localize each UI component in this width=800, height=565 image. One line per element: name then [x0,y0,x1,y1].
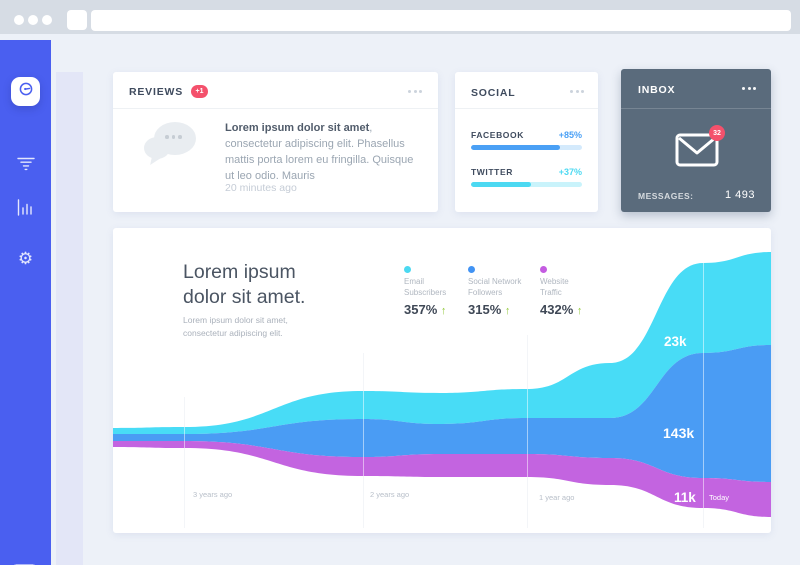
axis-label-3-years: 3 years ago [193,490,233,499]
sidebar-item-dashboard[interactable] [11,77,40,106]
envelope-icon[interactable] [675,133,719,167]
gridline-highlight [527,335,528,528]
stat-email-subscribers: Email Subscribers 357% ↑ [404,266,464,317]
area-website-traffic [113,441,771,517]
facebook-progress-fill [471,145,560,150]
sidebar-item-analytics[interactable] [11,195,40,224]
area-social-followers [113,345,771,482]
sidebar-secondary-rail [56,72,83,565]
inbox-card: INBOX 32 MESSAGES: 1 493 [621,69,771,212]
window-control-icon[interactable] [42,15,52,25]
reviews-menu-button[interactable] [408,90,422,93]
chart-title: Lorem ipsum dolor sit amet. [183,261,306,308]
sidebar-item-filters[interactable] [11,152,40,181]
series-end-label-social: 143k [663,425,694,441]
window-control-icon[interactable] [14,15,24,25]
gear-icon: ⚙ [17,249,34,268]
trend-up-icon: ↑ [504,305,511,317]
series-end-label-email: 23k [664,334,687,349]
axis-label-1-year: 1 year ago [539,493,575,502]
legend-dot-email [404,266,411,273]
area-email-subscribers [113,252,771,434]
trend-up-icon: ↑ [440,305,447,317]
stat-social-followers: Social Network Followers 315% ↑ [468,266,528,317]
twitter-change: +37% [558,167,582,177]
chat-bubbles-icon [144,122,198,168]
facebook-progress-bar [471,145,582,150]
chart-subtitle: Lorem ipsum dolor sit amet, consectetur … [183,315,288,338]
series-end-label-website: 11k [674,490,696,505]
axis-label-2-years: 2 years ago [370,490,410,499]
sidebar-item-settings[interactable]: ⚙ [11,244,40,273]
divider [113,108,438,109]
stream-area-chart: 23k 143k 11k [113,252,771,517]
facebook-label: FACEBOOK [471,130,524,140]
twitter-progress-bar [471,182,582,187]
bar-chart-icon [17,198,35,221]
social-card: SOCIAL FACEBOOK +85% TWITTER +37% [455,72,598,212]
gauge-icon [18,81,34,102]
axis-label-today: Today [709,493,730,502]
social-menu-button[interactable] [570,90,584,93]
stat-website-traffic: Website Traffic 432% ↑ [540,266,600,317]
inbox-card-title: INBOX [638,84,676,96]
legend-dot-website [540,266,547,273]
review-timestamp: 20 minutes ago [225,182,297,194]
divider [455,108,598,109]
reviews-card-title: REVIEWS [129,85,184,98]
twitter-progress-fill [471,182,531,187]
twitter-label: TWITTER [471,167,513,177]
reviews-count-badge: +1 [191,85,209,98]
social-card-title: SOCIAL [471,87,516,99]
messages-count: 1 493 [724,189,755,201]
facebook-change: +85% [558,130,582,140]
window-control-icon[interactable] [28,15,38,25]
browser-toolbar [0,0,800,34]
gridline-highlight [184,397,185,528]
review-excerpt: Lorem ipsum dolor sit amet, consectetur … [225,122,414,182]
legend-dot-social [468,266,475,273]
gridline-highlight [703,263,704,528]
reviews-card: REVIEWS +1 Lorem ipsum dolor sit amet, c… [113,72,438,212]
trend-up-icon: ↑ [576,305,583,317]
filter-icon [16,157,35,176]
gridline-highlight [363,353,364,528]
sidebar: ⚙ [0,40,51,565]
messages-label: MESSAGES: [638,191,694,201]
divider [621,108,771,109]
analytics-chart-card: Lorem ipsum dolor sit amet. Lorem ipsum … [113,228,771,533]
inbox-menu-button[interactable] [742,87,756,90]
inbox-unread-badge: 32 [709,125,725,141]
browser-tab[interactable] [67,10,87,30]
url-input[interactable] [91,10,791,31]
